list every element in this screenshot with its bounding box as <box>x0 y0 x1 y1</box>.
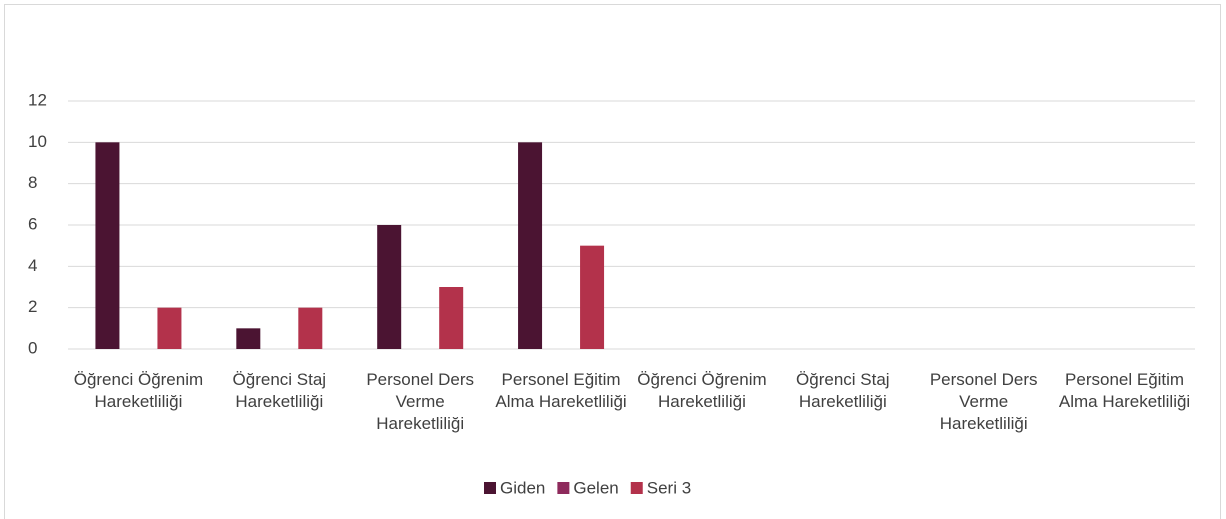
y-tick-label: 0 <box>28 338 37 357</box>
chart-border <box>4 4 1221 519</box>
y-tick-label: 8 <box>28 173 37 192</box>
legend-swatch <box>630 482 643 494</box>
legend-swatch <box>557 482 570 494</box>
bar <box>580 245 605 349</box>
bar <box>95 142 120 349</box>
y-tick-label: 6 <box>28 214 37 233</box>
legend-swatch <box>484 482 496 494</box>
y-tick-label: 2 <box>28 297 37 316</box>
x-tick-label: Personel Ders Verme Hareketliliği <box>366 370 475 433</box>
y-tick-label: 12 <box>28 90 47 109</box>
legend-label: Gelen <box>573 478 618 497</box>
bar <box>236 328 261 349</box>
x-tick-label: Personel Eğitim Alma Hareketliliği <box>1058 370 1191 411</box>
x-tick-label: Öğrenci Staj Hareketliliği <box>232 370 327 411</box>
bar <box>298 307 323 349</box>
x-tick-label: Öğrenci Staj Hareketliliği <box>796 370 890 411</box>
bar <box>157 307 182 349</box>
legend-label: Giden <box>500 478 545 497</box>
y-tick-label: 4 <box>28 256 37 275</box>
legend-label: Seri 3 <box>647 478 691 497</box>
bar <box>439 287 464 349</box>
x-tick-label: Öğrenci Öğrenim Hareketliliği <box>73 370 204 411</box>
x-tick-label: Personel Ders Verme Hareketliliği <box>929 370 1038 433</box>
y-tick-label: 10 <box>28 132 47 151</box>
bar <box>518 142 543 349</box>
x-tick-label: Personel Eğitim Alma Hareketliliği <box>495 370 627 411</box>
x-tick-label: Öğrenci Öğrenim Hareketliliği <box>637 370 767 411</box>
bar <box>377 225 402 349</box>
